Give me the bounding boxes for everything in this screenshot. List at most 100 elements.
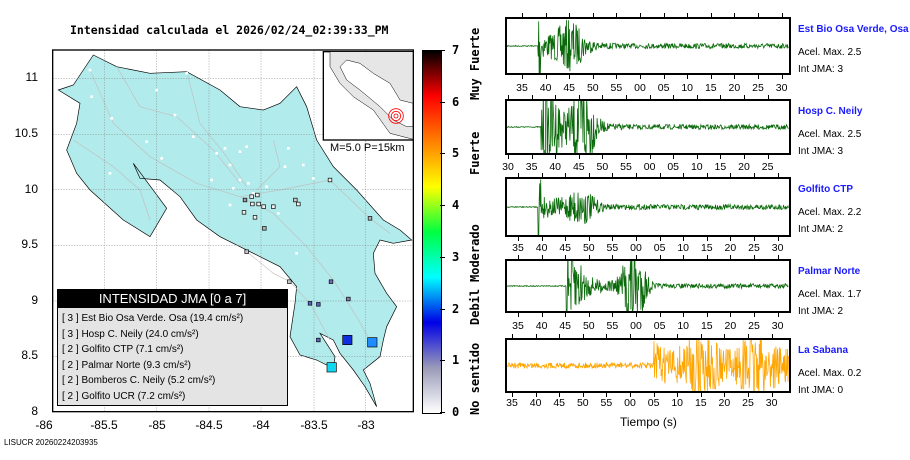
time-tick [630,393,631,397]
time-tick [636,173,637,177]
station-marker [287,279,292,284]
time-tick [582,334,584,338]
time-tick [518,173,519,177]
colorbar-tick [440,205,445,207]
time-tick [565,173,567,177]
time-tick [767,95,769,99]
time-tick [673,95,675,99]
time-tick-label: 05 [647,397,660,409]
time-tick [700,334,702,338]
time-tick [683,255,685,259]
minor-station-dot [277,212,280,215]
station-marker [241,210,247,215]
colorbar-tick [440,153,445,155]
time-tick [724,334,726,338]
time-tick [659,313,661,317]
station-marker [261,204,266,209]
time-tick [626,95,627,99]
time-tick-label: 40 [549,161,562,173]
time-tick-label: 45 [559,242,572,254]
legend-title: INTENSIDAD JMA [0 a 7] [57,289,288,308]
time-tick [606,393,608,397]
time-tick [565,237,567,241]
minor-station-dot [312,177,315,180]
time-tick-label: 55 [620,161,632,173]
waveform-line [506,19,789,84]
time-tick-label: 25 [742,397,754,409]
station-max-accel: Acel. Max. 2.2 [798,207,862,218]
time-tick [687,75,689,79]
time-tick-label: 25 [748,242,760,254]
colorbar-tick-label: 6 [452,94,460,109]
time-tick-label: 40 [535,242,548,254]
intensity-colorbar [422,50,442,414]
time-tick [781,13,783,17]
time-tick-label: 55 [606,320,619,332]
time-tick-label: 20 [738,161,750,173]
station-jma-intensity: Int JMA: 2 [798,224,844,235]
minor-station-dot [247,182,250,185]
minor-station-dot [358,188,362,192]
station-marker [252,215,258,220]
lat-tick-label: 9.5 [21,237,38,251]
legend-item: [ 2 ] Bomberos C. Neily (5.2 cm/s²) [62,375,216,386]
station-marker [262,226,267,231]
minor-station-dot [155,88,158,92]
legend: [ 3 ] Est Bio Osa Verde. Osa (19.4 cm/s²… [57,308,288,406]
minor-station-dot [228,203,232,207]
time-tick [545,13,547,17]
station-marker [256,201,261,207]
station-name: Golfito CTP [798,184,853,195]
legend-item: [ 3 ] Est Bio Osa Verde. Osa (19.4 cm/s²… [62,313,244,324]
time-tick [559,393,561,397]
time-tick-label: 40 [535,320,548,332]
time-tick-label: 10 [671,397,684,409]
time-tick [758,13,759,17]
colorbar-category-label: No sentido [468,342,482,415]
time-axis-label: Tiempo (s) [620,415,677,429]
time-tick-label: 50 [596,161,609,173]
time-tick [636,255,637,259]
lon-tick-label: -83.5 [300,418,328,432]
time-tick [663,75,665,79]
time-tick [518,237,519,241]
time-tick [724,393,726,397]
time-tick [616,13,618,17]
minor-station-dot [287,147,290,150]
map-title: Intensidad calculada el 2026/02/24_02:39… [70,23,389,37]
time-tick [518,313,519,317]
time-tick [569,75,571,79]
station-max-accel: Acel. Max. 2.5 [798,129,862,140]
time-tick-label: 50 [586,82,599,94]
station-jma-intensity: Int JMA: 3 [798,146,844,157]
time-tick [512,334,513,338]
time-tick-label: 25 [752,82,764,94]
time-tick-label: 30 [765,397,778,409]
time-tick [588,313,590,317]
time-tick [771,393,773,397]
lon-tick-label: -85 [148,418,166,432]
time-tick [677,393,679,397]
time-tick [677,334,679,338]
station-max-accel: Acel. Max. 2.5 [798,47,862,58]
time-tick [636,237,637,241]
time-tick [734,13,736,17]
time-tick [569,13,571,17]
colorbar-tick-label: 0 [452,405,460,419]
minor-station-dot [88,68,92,72]
minor-station-dot [238,178,242,182]
colorbar-tick-label: 2 [452,301,460,316]
station-max-accel: Acel. Max. 1.7 [798,289,862,300]
time-tick [630,334,631,338]
station-marker [249,194,254,199]
epicenter-icon [388,108,404,124]
station-marker [293,197,298,203]
minor-station-dot [160,157,163,160]
lat-tick-label: 8.5 [21,348,38,362]
colorbar-category-label: Debil [468,288,482,325]
time-tick [612,173,614,177]
time-tick [706,173,708,177]
station-marker [327,177,333,183]
minor-station-dot [265,185,268,188]
station-marker [328,279,334,284]
